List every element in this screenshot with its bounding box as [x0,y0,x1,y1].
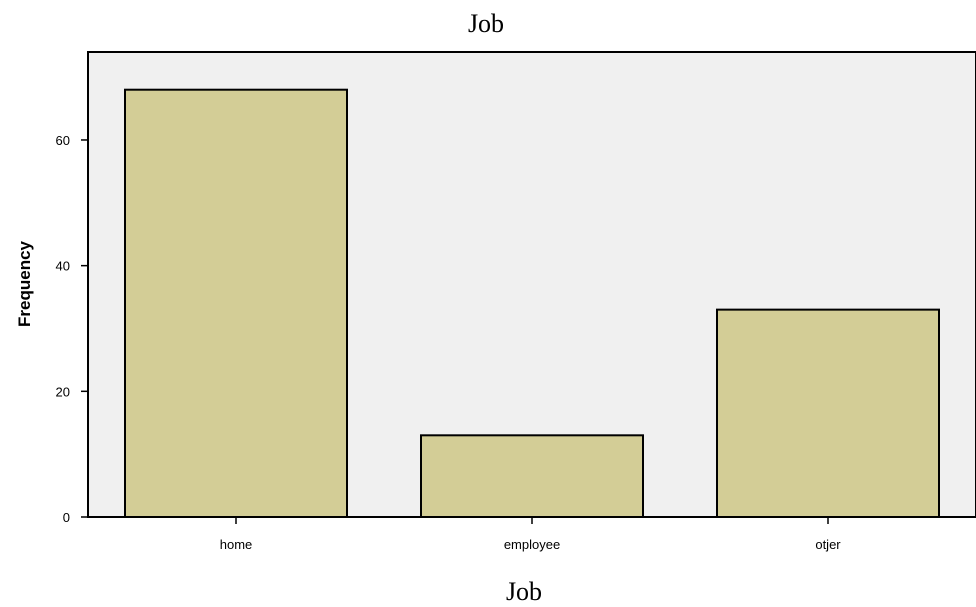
chart-title: Job [468,9,504,38]
x-axis-label: Job [506,577,542,606]
y-axis-ticks: 0 20 40 60 [56,133,88,525]
bar-home [124,88,348,519]
x-tick-label: home [220,537,253,552]
y-tick-label: 60 [56,133,70,148]
y-tick-label: 40 [56,259,70,274]
bars [124,88,940,519]
bar-otjer [716,308,940,518]
x-tick-label: employee [504,537,560,552]
y-tick-label: 20 [56,384,70,399]
y-axis-label: Frequency [15,240,34,327]
x-axis-ticks: home employee otjer [220,517,841,552]
y-tick-label: 0 [63,510,70,525]
x-tick-label: otjer [815,537,841,552]
bar-employee [420,434,644,519]
